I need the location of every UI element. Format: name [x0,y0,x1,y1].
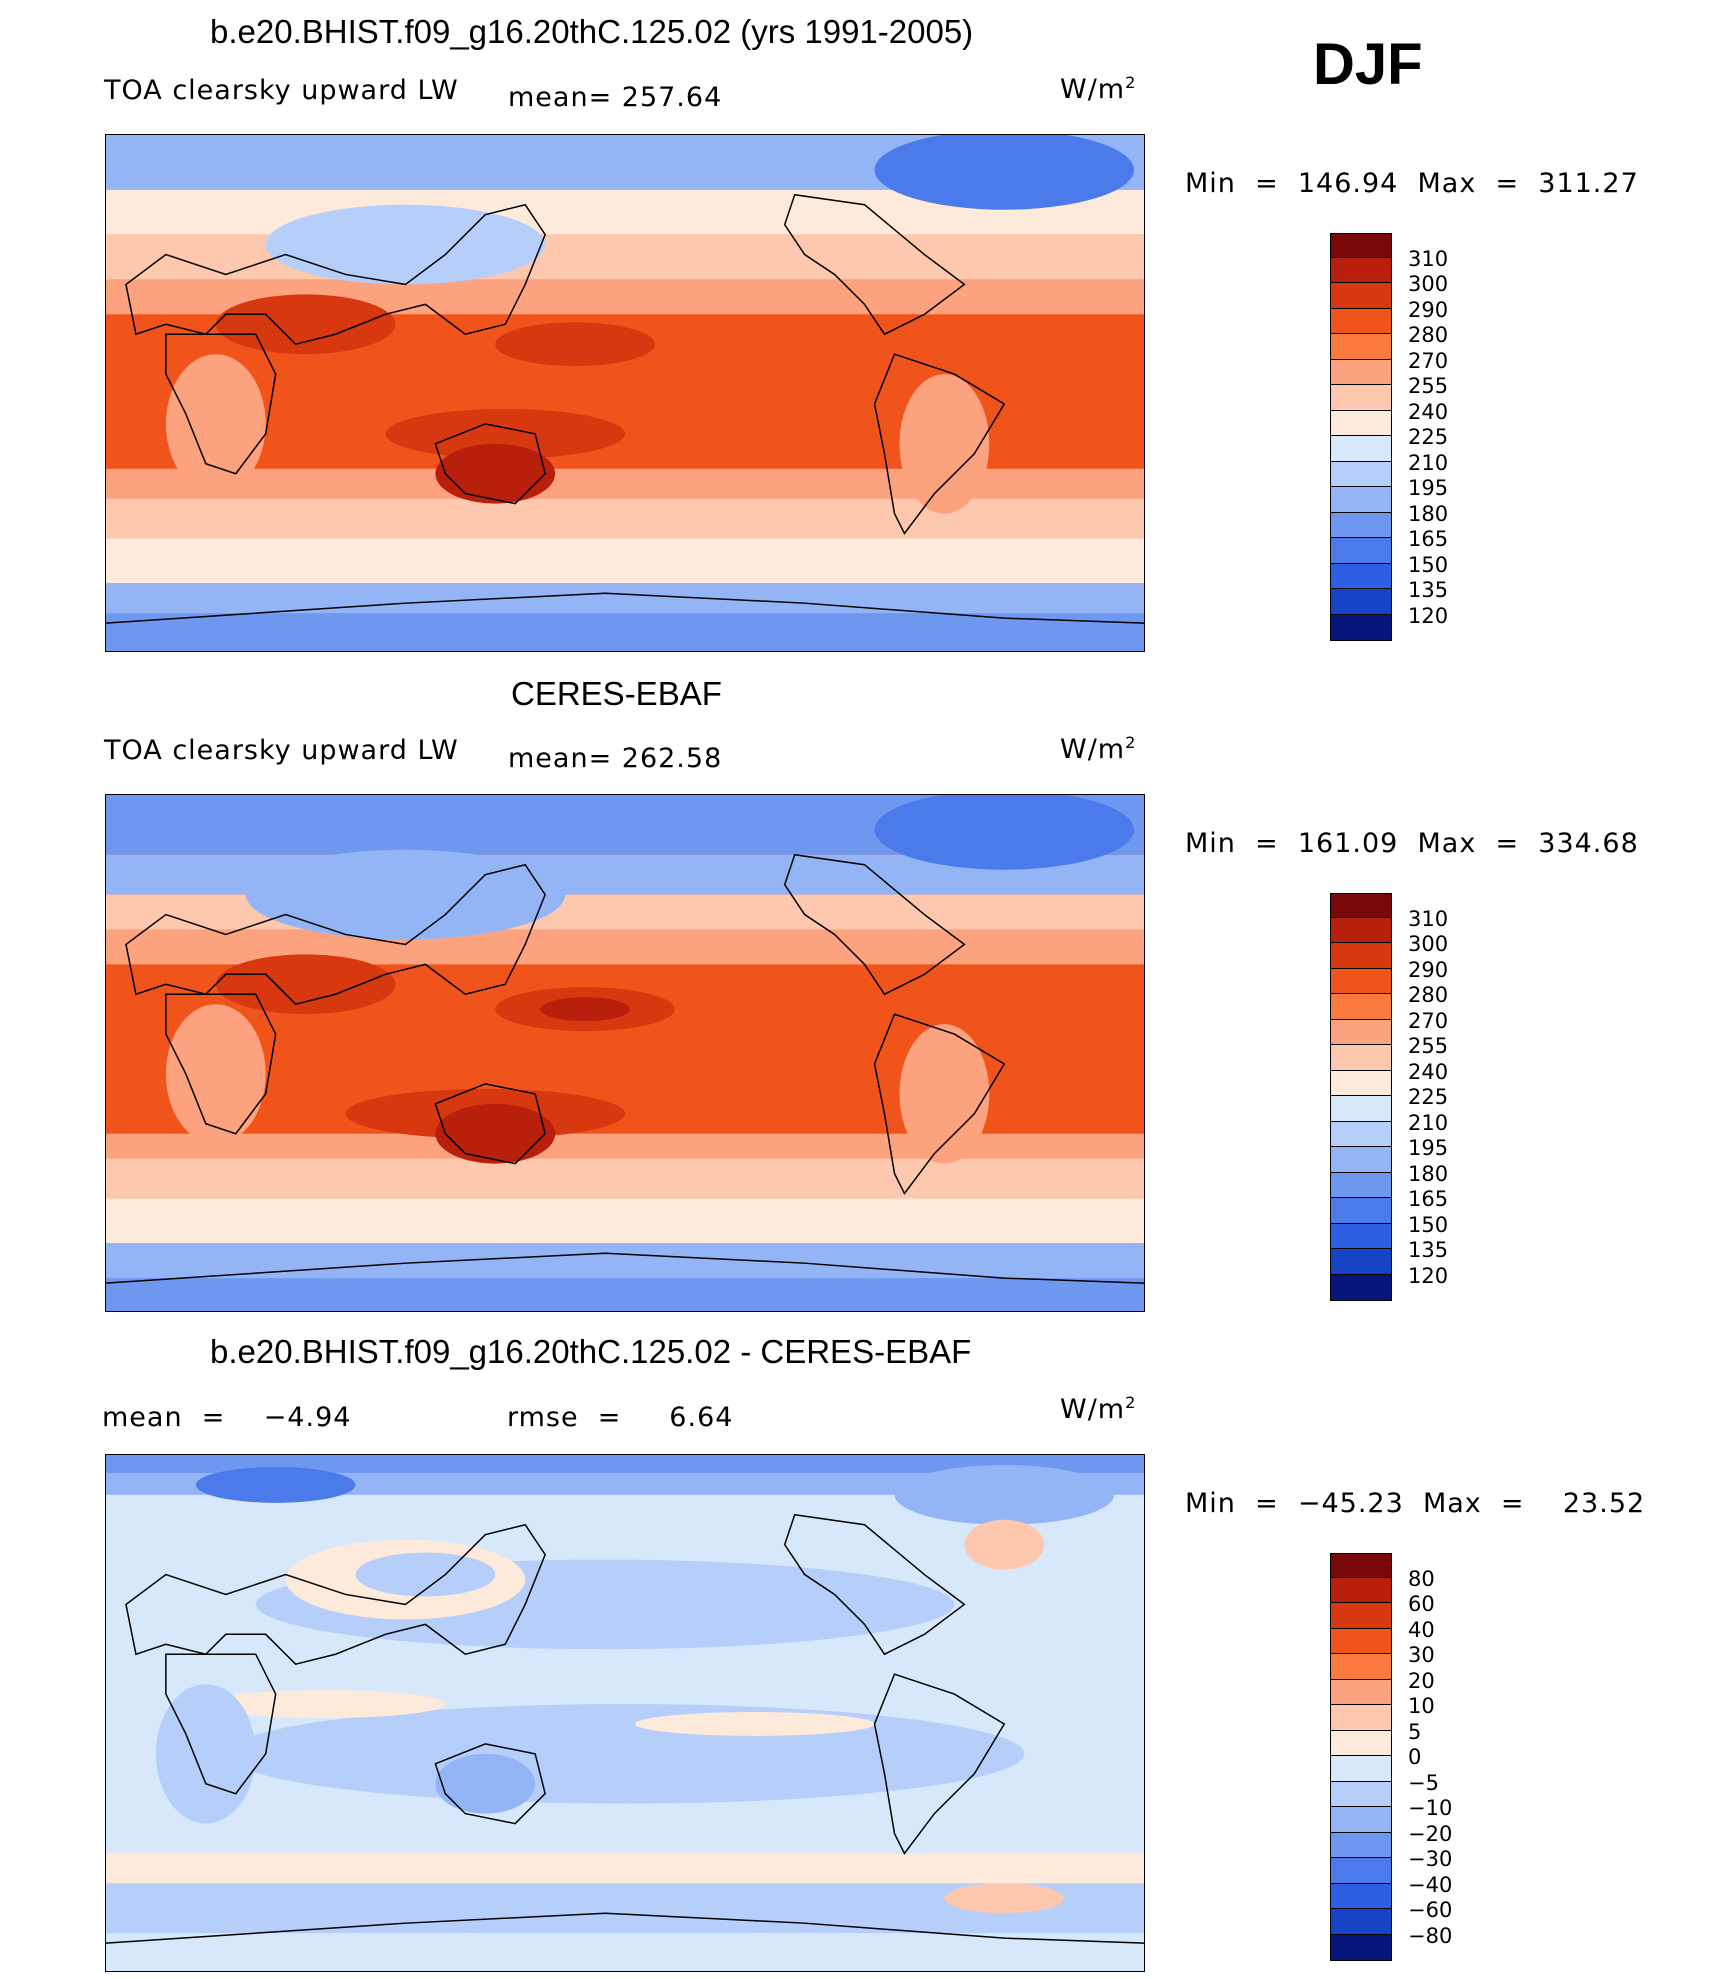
panel-2-tick: 270 [1408,1009,1449,1033]
panel-2-tick: 290 [1408,958,1449,982]
panel-3-tick: −30 [1408,1847,1453,1871]
panel-2-title: CERES-EBAF [511,675,722,712]
panel-2-colorbar [1330,893,1392,1301]
panel-1-tick: 225 [1408,425,1449,449]
panel-2-tick: 195 [1408,1136,1449,1160]
panel-3-tick: 20 [1408,1669,1435,1693]
panel-1-tick: 280 [1408,323,1449,347]
panel-3-mean-label: mean = −4.94 [102,1402,352,1433]
panel-2-tick: 300 [1408,932,1449,956]
panel-1-title: b.e20.BHIST.f09_g16.20thC.125.02 (yrs 19… [210,13,974,50]
season-label: DJF [1313,32,1423,97]
panel-3-tick: −60 [1408,1898,1453,1922]
panel-1-tick: 240 [1408,400,1449,424]
panel-1-tick: 210 [1408,451,1449,475]
panel-1-mean-label: mean= 257.64 [508,82,723,113]
panel-2-minmax: Min = 161.09 Max = 334.68 [1185,828,1639,859]
panel-2-tick: 255 [1408,1034,1449,1058]
panel-3-tick: −40 [1408,1873,1453,1897]
panel-2-mean-label: mean= 262.58 [508,743,723,774]
panel-1-tick: 300 [1408,272,1449,296]
panel-2-tick: 240 [1408,1060,1449,1084]
panel-3-tick: 30 [1408,1643,1435,1667]
panel-1-tick: 270 [1408,349,1449,373]
panel-3-units: W/m2 [1060,1393,1137,1425]
panel-3-title: b.e20.BHIST.f09_g16.20thC.125.02 - CERES… [210,1333,972,1370]
panel-3-colorbar [1330,1553,1392,1961]
panel-2-tick: 165 [1408,1187,1449,1211]
panel-3-tick: 40 [1408,1618,1435,1642]
panel-1-minmax: Min = 146.94 Max = 311.27 [1185,168,1639,199]
panel-1-tick: 255 [1408,374,1449,398]
panel-1-tick: 310 [1408,247,1449,271]
panel-1-tick: 180 [1408,502,1449,526]
panel-2-tick: 310 [1408,907,1449,931]
panel-1-tick: 150 [1408,553,1449,577]
panel-3-tick: −5 [1408,1771,1439,1795]
panel-1-units: W/m2 [1060,73,1137,105]
panel-3-tick: −20 [1408,1822,1453,1846]
panel-1-tick: 290 [1408,298,1449,322]
panel-1-tick: 165 [1408,527,1449,551]
panel-3-rmse-label: rmse = 6.64 [507,1402,734,1433]
panel-2-map-svg [106,795,1144,1311]
panel-2-tick: 120 [1408,1264,1449,1288]
panel-1-tick: 135 [1408,578,1449,602]
panel-3-tick: 80 [1408,1567,1435,1591]
panel-2-tick: 135 [1408,1238,1449,1262]
panel-3-map [105,1454,1145,1972]
panel-3-tick: 60 [1408,1592,1435,1616]
panel-3-tick: −10 [1408,1796,1453,1820]
panel-2-tick: 280 [1408,983,1449,1007]
panel-1-tick: 195 [1408,476,1449,500]
panel-1-map [105,134,1145,652]
panel-1-tick: 120 [1408,604,1449,628]
panel-3-tick: 10 [1408,1694,1435,1718]
panel-2-units: W/m2 [1060,733,1137,765]
panel-2-map [105,794,1145,1312]
panel-3-tick: 0 [1408,1745,1422,1769]
panel-2-tick: 180 [1408,1162,1449,1186]
panel-2-tick: 210 [1408,1111,1449,1135]
panel-2-tick: 150 [1408,1213,1449,1237]
panel-3-tick: −80 [1408,1924,1453,1948]
panel-3-minmax: Min = −45.23 Max = 23.52 [1185,1488,1646,1519]
panel-1-colorbar [1330,233,1392,641]
panel-2-tick: 225 [1408,1085,1449,1109]
panel-1-variable-label: TOA clearsky upward LW [104,75,459,106]
panel-1-map-svg [106,135,1144,651]
panel-3-tick: 5 [1408,1720,1422,1744]
panel-3-map-svg [106,1455,1144,1971]
panel-2-variable-label: TOA clearsky upward LW [104,735,459,766]
